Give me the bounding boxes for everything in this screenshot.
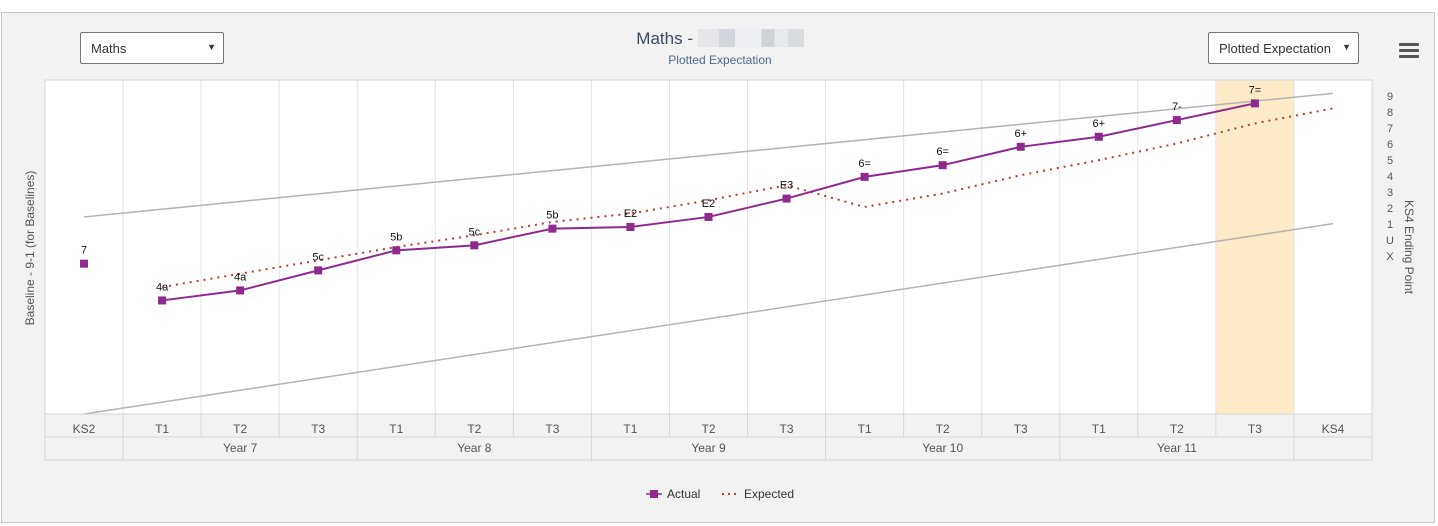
actual-data-label: E3 (780, 180, 793, 192)
actual-data-label: 6+ (1014, 128, 1027, 140)
x-axis-tick-label: T3 (545, 422, 559, 436)
subject-select[interactable]: Maths ▼ (80, 32, 224, 64)
chart-title: Maths - (560, 29, 880, 49)
actual-point[interactable] (1094, 132, 1103, 141)
actual-point[interactable] (158, 296, 167, 305)
x-axis-group-label: Year 10 (922, 441, 963, 455)
x-axis-tick-label: T2 (701, 422, 715, 436)
actual-point[interactable] (548, 224, 557, 233)
actual-data-label: E2 (624, 208, 637, 220)
actual-point[interactable] (860, 172, 869, 181)
x-axis-tick-label: T2 (1170, 422, 1184, 436)
actual-point[interactable] (1172, 116, 1181, 125)
right-axis-tick: 2 (1387, 203, 1393, 215)
y-axis-right-label: KS4 Ending Point (1402, 200, 1416, 295)
x-axis-tick-label: T2 (233, 422, 247, 436)
x-axis-tick-label: T3 (1248, 422, 1262, 436)
hamburger-menu-icon[interactable] (1399, 43, 1419, 59)
x-axis-tick-label: T2 (936, 422, 950, 436)
actual-data-label: 5c (312, 251, 324, 263)
baseline-data-label: 7 (81, 245, 87, 257)
actual-point[interactable] (470, 241, 479, 250)
actual-data-label: E2 (702, 198, 715, 210)
chevron-down-icon: ▼ (207, 42, 216, 52)
actual-point[interactable] (938, 161, 947, 170)
x-axis-group-label: Year 7 (223, 441, 258, 455)
x-axis-tick-label: T3 (311, 422, 325, 436)
x-axis-group-label: Year 8 (457, 441, 492, 455)
right-axis-tick: U (1386, 235, 1394, 247)
x-axis-group-label: Year 9 (691, 441, 726, 455)
y-axis-left-label: Baseline - 9-1 (for Baselines) (23, 171, 37, 326)
chart-subtitle: Plotted Expectation (668, 53, 772, 67)
actual-point[interactable] (236, 286, 245, 295)
x-axis-tick-label: T1 (155, 422, 169, 436)
x-axis-group-label: Year 11 (1157, 441, 1197, 455)
right-axis-tick: 9 (1387, 91, 1393, 103)
right-axis-tick: X (1386, 251, 1394, 263)
x-axis-tick-label: KS4 (1322, 422, 1345, 436)
legend-item-expected[interactable]: Expected (722, 487, 794, 501)
highlight-column (1215, 80, 1294, 414)
actual-data-label: 5b (390, 231, 402, 243)
x-axis-tick-label: T1 (389, 422, 403, 436)
actual-data-label: 6+ (1093, 118, 1106, 130)
x-axis-tick-label: T2 (467, 422, 481, 436)
actual-data-label: 5c (469, 226, 481, 238)
redacted-student-name (697, 29, 804, 47)
view-select-value: Plotted Expectation (1219, 40, 1332, 56)
chart-title-text: Maths - (636, 29, 698, 48)
actual-point[interactable] (392, 246, 401, 255)
right-axis-tick: 6 (1387, 139, 1393, 151)
actual-data-label: 4a (156, 281, 169, 293)
legend-expected-label: Expected (744, 487, 794, 501)
right-axis-tick: 3 (1387, 187, 1393, 199)
actual-point[interactable] (782, 194, 791, 203)
actual-point[interactable] (314, 266, 323, 275)
expected-series-line (161, 107, 1334, 289)
right-axis-tick: 4 (1387, 171, 1393, 183)
x-axis-tick-label: T3 (1014, 422, 1028, 436)
legend-actual-marker (650, 490, 658, 498)
actual-point[interactable] (626, 222, 635, 231)
right-axis-tick: 1 (1387, 219, 1393, 231)
upper-band-line (83, 92, 1334, 218)
actual-point[interactable] (1016, 142, 1025, 151)
actual-point[interactable] (704, 212, 713, 221)
right-axis-tick: 5 (1387, 155, 1393, 167)
actual-data-label: 7- (1172, 101, 1182, 113)
legend-item-actual[interactable]: Actual (646, 487, 700, 501)
actual-point[interactable] (1250, 99, 1259, 108)
actual-data-label: 4a (234, 271, 247, 283)
lower-band-line (83, 222, 1334, 415)
x-axis-tick-label: T3 (780, 422, 794, 436)
plot-area (45, 80, 1372, 414)
x-axis-tick-label: KS2 (73, 422, 96, 436)
actual-data-label: 7= (1249, 84, 1262, 96)
x-axis-tick-label: T1 (623, 422, 637, 436)
x-axis-tick-label: T1 (1092, 422, 1106, 436)
view-select[interactable]: Plotted Expectation ▼ (1208, 32, 1359, 64)
legend: Actual Expected (646, 487, 794, 501)
actual-data-label: 5b (546, 210, 558, 222)
actual-data-label: 6= (936, 146, 949, 158)
x-axis-tick-label: T1 (858, 422, 872, 436)
baseline-point[interactable] (80, 259, 89, 268)
chevron-down-icon: ▼ (1342, 42, 1351, 52)
right-axis-tick: 7 (1387, 123, 1393, 135)
actual-data-label: 6= (858, 158, 871, 170)
right-axis-tick: 8 (1387, 107, 1393, 119)
legend-actual-label: Actual (667, 487, 700, 501)
subject-select-value: Maths (91, 40, 127, 56)
